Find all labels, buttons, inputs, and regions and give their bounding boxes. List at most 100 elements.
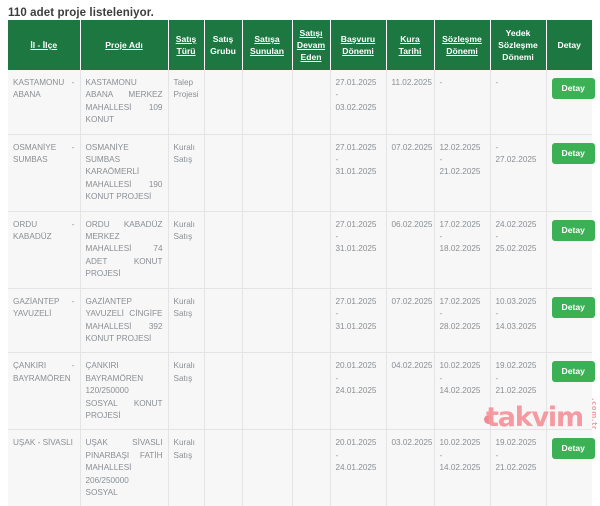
cell-basvuru_donemi: 27.01.2025 - 31.01.2025 bbox=[330, 211, 387, 289]
column-header-kura_tarihi[interactable]: Kura Tarihi bbox=[386, 20, 435, 70]
cell-il_ilce: ÇANKIRI - BAYRAMÖREN bbox=[8, 352, 81, 431]
cell-satisa_sunulan bbox=[242, 134, 293, 212]
cell-yedek_sozlesme_donemi: 10.03.2025 - 14.03.2025 bbox=[490, 288, 547, 354]
column-header-line: Detay bbox=[557, 40, 581, 50]
detay-button[interactable]: Detay bbox=[551, 142, 595, 164]
cell-detay: Detay bbox=[546, 429, 595, 506]
table-row: GAZİANTEP - YAVUZELİ GAZİANTEP YAVUZELİ C… bbox=[8, 288, 595, 354]
column-header-proje_adi[interactable]: Proje Adı bbox=[80, 20, 169, 70]
cell-satis_grubu bbox=[204, 429, 243, 506]
detay-button[interactable]: Detay bbox=[551, 296, 595, 318]
cell-il_ilce: KASTAMONU - ABANA bbox=[8, 70, 81, 135]
column-header-line: Satışa bbox=[254, 34, 280, 44]
cell-satis_turu: Talep Projesi bbox=[168, 70, 205, 135]
column-header-line: Türü bbox=[176, 46, 196, 56]
cell-yedek_sozlesme_donemi: 19.02.2025 - 21.02.2025 bbox=[490, 352, 547, 431]
cell-detay: Detay bbox=[546, 70, 595, 135]
cell-detay: Detay bbox=[546, 211, 595, 289]
column-header-line: Satış bbox=[212, 34, 234, 44]
cell-yedek_sozlesme_donemi: - bbox=[490, 70, 547, 135]
column-header-line: Yedek bbox=[505, 28, 531, 38]
column-header-line: Başvuru bbox=[340, 34, 376, 44]
cell-satisi_devam_eden bbox=[292, 70, 331, 135]
column-header-satis_grubu[interactable]: Satış Grubu bbox=[204, 20, 243, 70]
cell-satis_grubu bbox=[204, 211, 243, 289]
cell-satisi_devam_eden bbox=[292, 352, 331, 431]
column-header-line: Sözleşme bbox=[498, 40, 538, 50]
cell-satis_turu: Kuralı Satış bbox=[168, 352, 205, 431]
cell-yedek_sozlesme_donemi: - 27.02.2025 bbox=[490, 134, 547, 212]
project-table-head: İl - İlçe Proje Adı Satış Türü Satış Grubu Sat… bbox=[8, 20, 592, 70]
cell-kura_tarihi: 03.02.2025 bbox=[386, 429, 435, 506]
header-row: İl - İlçe Proje Adı Satış Türü Satış Grubu Sat… bbox=[8, 20, 592, 70]
table-row: OSMANİYE - SUMBAS OSMANİYE SUMBAS KARAÖME… bbox=[8, 134, 595, 212]
cell-il_ilce: OSMANİYE - SUMBAS bbox=[8, 134, 81, 212]
cell-proje_adi: GAZİANTEP YAVUZELİ CİNGİFE MAHALLESİ 392… bbox=[80, 288, 169, 354]
project-list-page: 110 adet proje listeleniyor. İl - İlçe Pr… bbox=[8, 7, 598, 506]
table-row: KASTAMONU - ABANA KASTAMONU ABANA MERKEZ … bbox=[8, 70, 595, 135]
detay-button[interactable]: Detay bbox=[551, 438, 595, 460]
detay-button[interactable]: Detay bbox=[551, 361, 595, 383]
cell-kura_tarihi: 11.02.2025 bbox=[386, 70, 435, 135]
cell-satisi_devam_eden bbox=[292, 429, 331, 506]
column-header-line: Dönemi bbox=[502, 52, 534, 62]
cell-il_ilce: ORDU - KABADÜZ bbox=[8, 211, 81, 289]
column-header-line: Proje Adı bbox=[105, 40, 143, 50]
cell-satisi_devam_eden bbox=[292, 134, 331, 212]
column-header-satisa_sunulan[interactable]: Satışa Sunulan bbox=[242, 20, 293, 70]
cell-satis_grubu bbox=[204, 70, 243, 135]
cell-sozlesme_donemi: 17.02.2025 - 28.02.2025 bbox=[434, 288, 491, 354]
cell-satisa_sunulan bbox=[242, 429, 293, 506]
cell-satis_grubu bbox=[204, 134, 243, 212]
cell-satisi_devam_eden bbox=[292, 288, 331, 354]
table-row: UŞAK - SİVASLI UŞAK SİVASLI PINARBAŞI FAT… bbox=[8, 429, 595, 506]
cell-satis_turu: Kuralı Satış bbox=[168, 288, 205, 354]
table-row: ÇANKIRI - BAYRAMÖREN ÇANKIRI BAYRAMÖREN 1… bbox=[8, 352, 595, 431]
column-header-line: Devam bbox=[296, 40, 326, 50]
cell-basvuru_donemi: 20.01.2025 - 24.01.2025 bbox=[330, 352, 387, 431]
cell-satis_grubu bbox=[204, 288, 243, 354]
detay-button[interactable]: Detay bbox=[551, 219, 595, 241]
cell-il_ilce: GAZİANTEP - YAVUZELİ bbox=[8, 288, 81, 354]
cell-satisi_devam_eden bbox=[292, 211, 331, 289]
cell-sozlesme_donemi: 12.02.2025 - 21.02.2025 bbox=[434, 134, 491, 212]
cell-yedek_sozlesme_donemi: 19.02.2025 - 21.02.2025 bbox=[490, 429, 547, 506]
cell-satisa_sunulan bbox=[242, 70, 293, 135]
cell-sozlesme_donemi: - bbox=[434, 70, 491, 135]
column-header-line: Sunulan bbox=[250, 46, 284, 56]
cell-kura_tarihi: 06.02.2025 bbox=[386, 211, 435, 289]
column-header-line: Grubu bbox=[210, 46, 236, 56]
cell-proje_adi: UŞAK SİVASLI PINARBAŞI FATİH MAHALLESİ 2… bbox=[80, 429, 169, 506]
column-header-detay[interactable]: Detay bbox=[546, 20, 592, 70]
column-header-line: Eden bbox=[300, 52, 322, 62]
cell-satis_turu: Kuralı Satış bbox=[168, 211, 205, 289]
cell-detay: Detay bbox=[546, 288, 595, 354]
column-header-line: Dönemi bbox=[446, 46, 478, 56]
cell-satis_grubu bbox=[204, 352, 243, 431]
column-header-basvuru_donemi[interactable]: Başvuru Dönemi bbox=[330, 20, 387, 70]
detay-button[interactable]: Detay bbox=[551, 78, 595, 99]
cell-sozlesme_donemi: 17.02.2025 - 18.02.2025 bbox=[434, 211, 491, 289]
column-header-yedek_sozlesme_donemi[interactable]: Yedek Sözleşme Dönemi bbox=[490, 20, 547, 70]
cell-il_ilce: UŞAK - SİVASLI bbox=[8, 429, 81, 506]
column-header-line: Dönemi bbox=[342, 46, 374, 56]
cell-satis_turu: Kuralı Satış bbox=[168, 134, 205, 212]
project-table-container: İl - İlçe Proje Adı Satış Türü Satış Grubu Sat… bbox=[0, 20, 600, 506]
column-header-line: Tarihi bbox=[398, 46, 422, 56]
column-header-satis_turu[interactable]: Satış Türü bbox=[168, 20, 205, 70]
column-header-sozlesme_donemi[interactable]: Sözleşme Dönemi bbox=[434, 20, 491, 70]
cell-yedek_sozlesme_donemi: 24.02.2025 - 25.02.2025 bbox=[490, 211, 547, 289]
cell-proje_adi: ÇANKIRI BAYRAMÖREN 120/250000 SOSYAL KON… bbox=[80, 352, 169, 431]
cell-proje_adi: KASTAMONU ABANA MERKEZ MAHALLESİ 109 KON… bbox=[80, 70, 169, 135]
cell-basvuru_donemi: 27.01.2025 - 03.02.2025 bbox=[330, 70, 387, 135]
cell-kura_tarihi: 07.02.2025 bbox=[386, 134, 435, 212]
column-header-satisi_devam_eden[interactable]: Satışı Devam Eden bbox=[292, 20, 331, 70]
cell-kura_tarihi: 04.02.2025 bbox=[386, 352, 435, 431]
column-header-il_ilce[interactable]: İl - İlçe bbox=[8, 20, 81, 70]
cell-proje_adi: OSMANİYE SUMBAS KARAÖMERLİ MAHALLESİ 190… bbox=[80, 134, 169, 212]
cell-kura_tarihi: 07.02.2025 bbox=[386, 288, 435, 354]
result-count-text: 110 adet proje listeleniyor. bbox=[8, 7, 154, 19]
column-header-line: İl - İlçe bbox=[30, 40, 58, 50]
cell-satisa_sunulan bbox=[242, 352, 293, 431]
cell-satisa_sunulan bbox=[242, 211, 293, 289]
